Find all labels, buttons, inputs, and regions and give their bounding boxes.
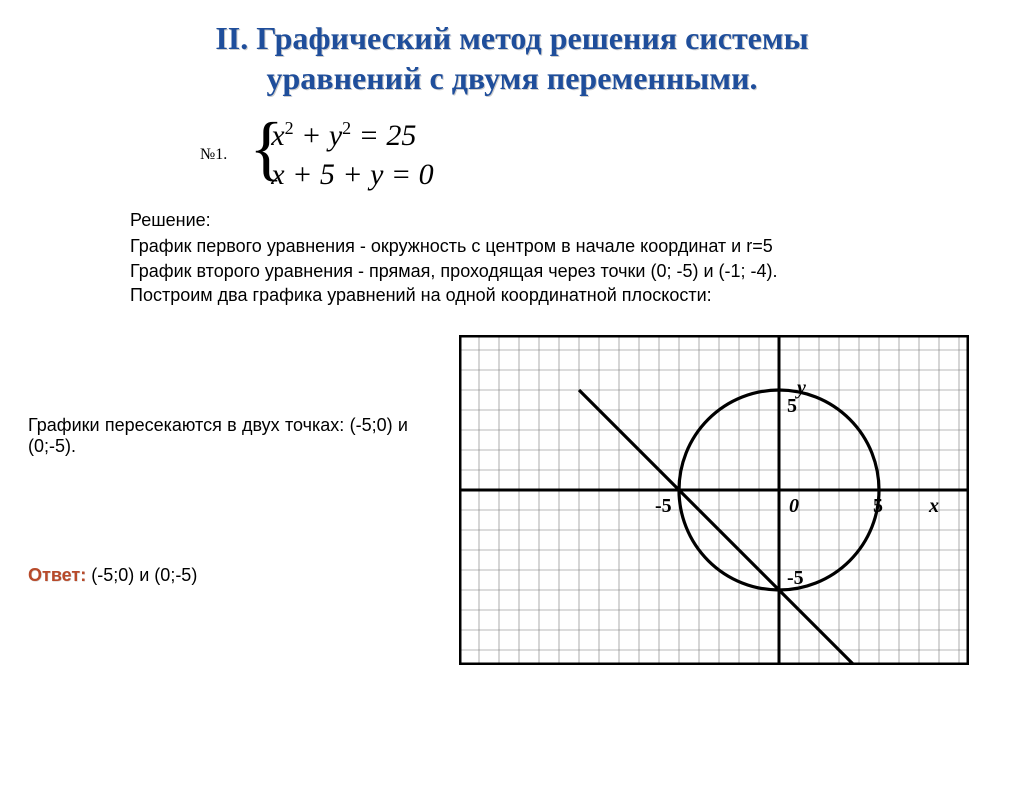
equation-2: x + 5 + y = 0 [271,158,433,191]
graph-box: y505-5-5x [459,335,969,665]
problem-block: №1. { x2 + y2 = 25 x + 5 + y = 0 [0,116,1024,194]
answer-block: Ответ: (-5;0) и (0;-5) [28,565,197,586]
answer-values: (-5;0) и (0;-5) [91,565,197,585]
answer-label: Ответ: [28,565,86,585]
equation-system: { x2 + y2 = 25 x + 5 + y = 0 [249,116,433,194]
intersection-text: Графики пересекаются в двух точках: (-5;… [28,415,408,457]
solution-label: Решение: [130,208,984,232]
svg-text:0: 0 [789,495,799,517]
problem-label: №1. [200,146,227,164]
svg-text:-5: -5 [787,567,804,589]
equation-1: x2 + y2 = 25 [271,119,416,152]
title-line1: II. Графический метод решения системы [215,20,808,56]
lower-section: Графики пересекаются в двух точках: (-5;… [0,335,1024,695]
explanation-line-3: Построим два графика уравнений на одной … [130,283,984,307]
svg-text:-5: -5 [655,495,672,517]
explanation-line-1: График первого уравнения - окружность с … [130,234,984,258]
brace-icon: { [249,112,284,184]
svg-text:5: 5 [787,395,797,417]
title-line2: уравнений с двумя переменными. [266,60,757,96]
svg-text:x: x [928,495,939,517]
math-plot: y505-5-5x [459,335,969,665]
page-title: II. Графический метод решения системы ур… [0,18,1024,98]
svg-text:5: 5 [873,495,883,517]
explanation-line-2: График второго уравнения - прямая, прохо… [130,259,984,283]
explanation-block: Решение: График первого уравнения - окру… [0,208,1024,307]
